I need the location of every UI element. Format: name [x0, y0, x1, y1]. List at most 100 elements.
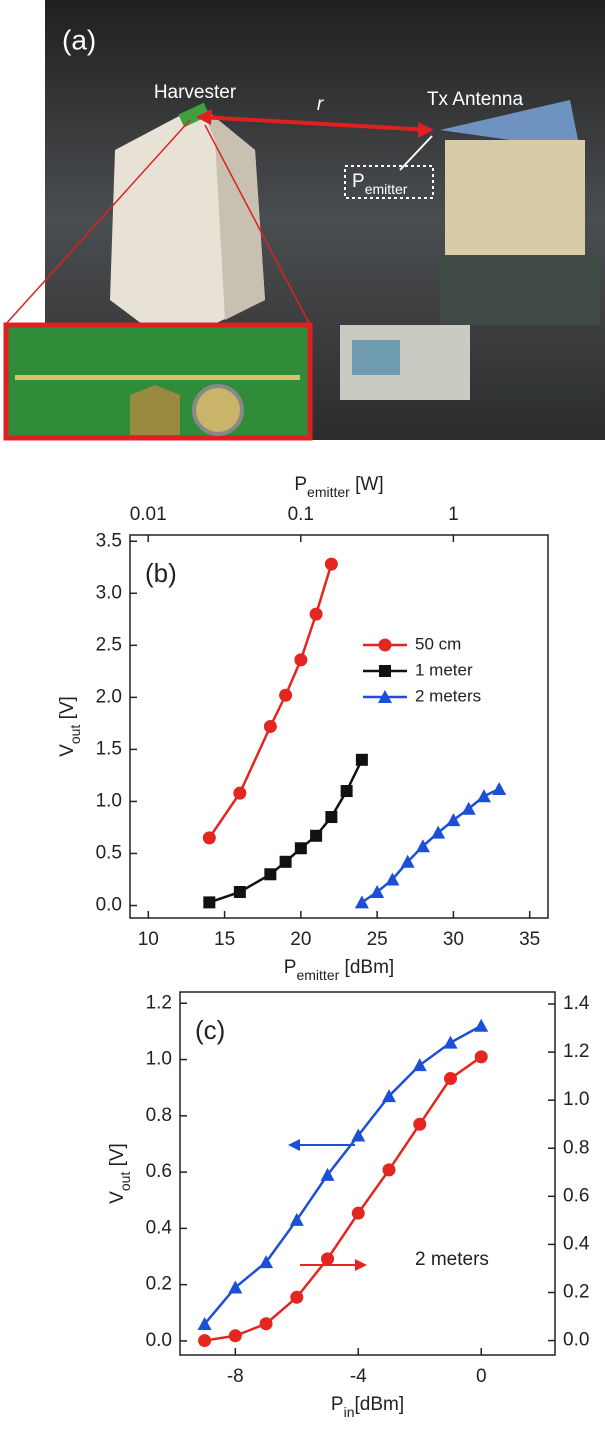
y2-tick-label: 1.2: [563, 1041, 589, 1062]
arrow-head: [196, 109, 212, 125]
axis-label: Vout [V]: [57, 696, 83, 757]
marker: [385, 872, 400, 886]
label-base: V: [57, 744, 78, 757]
emitter-box: [344, 165, 434, 199]
legend-marker: [379, 665, 391, 677]
marker: [474, 1050, 488, 1064]
y-tick-label: 0.6: [146, 1161, 172, 1182]
oscilloscope-screen: [352, 340, 400, 375]
photo-label: Harvester: [154, 82, 237, 103]
y-tick-label: 1.5: [96, 738, 122, 759]
marker: [228, 1280, 243, 1294]
marker: [340, 785, 353, 798]
marker: [413, 1117, 427, 1131]
marker: [382, 1163, 396, 1177]
x-tick-label: 25: [367, 929, 388, 950]
marker: [263, 720, 277, 733]
legend-label: 1 meter: [415, 660, 473, 679]
y-tick-label: 0.2: [146, 1274, 172, 1295]
label-sub: out: [67, 725, 83, 745]
y-tick-label: 0.4: [146, 1217, 173, 1238]
marker: [324, 557, 338, 571]
series-line: [203, 1024, 482, 1325]
marker: [290, 1290, 304, 1304]
legend-label: 2 meters: [415, 686, 481, 705]
marker: [294, 653, 308, 667]
x-tick-label: 35: [519, 929, 540, 950]
distance-arrow: [199, 115, 431, 132]
y-tick-label: 2.0: [96, 686, 122, 707]
marker: [370, 884, 385, 898]
marker: [412, 1058, 427, 1072]
x2-tick-label: 1: [448, 504, 459, 525]
marker: [400, 854, 415, 868]
y-tick-label: 0.0: [146, 1330, 172, 1351]
x-tick-label: 20: [290, 929, 311, 950]
tx-antenna: [440, 100, 580, 150]
axis-label: Pemitter [dBm]: [284, 957, 394, 983]
x-tick-label: 30: [443, 929, 464, 950]
label-unit: [W]: [350, 474, 384, 495]
legend-marker: [378, 690, 392, 703]
marker: [259, 1255, 274, 1269]
antenna-mount: [445, 140, 585, 270]
marker: [354, 895, 369, 909]
y2-tick-label: 1.4: [563, 993, 590, 1014]
label-unit: [dBm]: [339, 957, 394, 978]
zoom-line: [204, 124, 311, 326]
y-tick-label: 0.5: [96, 842, 122, 863]
marker: [279, 688, 293, 702]
marker: [279, 855, 292, 868]
y2-tick-label: 0.2: [563, 1282, 589, 1303]
zoom-line: [4, 119, 191, 326]
y2-tick-label: 0.8: [563, 1137, 589, 1158]
label-unit: [V]: [57, 696, 78, 725]
marker: [228, 1329, 242, 1343]
marker: [289, 1212, 304, 1226]
marker: [443, 1072, 457, 1086]
marker: [294, 842, 307, 855]
marker: [233, 885, 246, 898]
label-base: P: [294, 474, 307, 495]
marker: [197, 1317, 212, 1331]
panel-label: (c): [195, 1015, 225, 1045]
label-sub: in: [344, 1404, 355, 1420]
marker: [492, 781, 507, 795]
marker: [321, 1252, 335, 1266]
plot-frame: [179, 991, 556, 1356]
label-sub: emitter: [296, 967, 339, 983]
y2-tick-label: 1.0: [563, 1089, 589, 1110]
series-line: [208, 563, 333, 839]
label-base: P: [284, 957, 297, 978]
marker: [431, 825, 446, 839]
marker: [198, 1334, 212, 1348]
pointer-line: [399, 135, 433, 171]
y2-tick-label: 0.6: [563, 1185, 589, 1206]
y2-tick-label: 0.4: [563, 1233, 590, 1254]
harvester-stand-side: [200, 105, 265, 320]
y-tick-label: 2.5: [96, 634, 122, 655]
panel-label: (b): [145, 558, 177, 588]
series-line: [208, 759, 364, 904]
label-base: V: [107, 1191, 128, 1204]
x-tick-label: -8: [227, 1366, 244, 1387]
panel-label: (a): [62, 24, 96, 55]
marker: [446, 813, 461, 827]
marker: [461, 801, 476, 815]
marker: [382, 1089, 397, 1103]
marker: [309, 607, 323, 621]
x2-tick-label: 0.1: [288, 504, 314, 525]
axis-arrow-head: [288, 1139, 300, 1151]
plot-frame: [129, 534, 549, 919]
label-sub: emitter: [365, 181, 408, 197]
equipment-rack: [440, 255, 600, 325]
marker: [474, 1018, 489, 1032]
y-tick-label: 3.0: [96, 582, 122, 603]
annotation: 2 meters: [415, 1249, 489, 1270]
x2-tick-label: 0.01: [130, 504, 167, 525]
axis-label: Pin[dBm]: [331, 1394, 404, 1420]
marker: [320, 1167, 335, 1181]
axis-label: Vout [V]: [107, 1143, 133, 1204]
y-tick-label: 1.2: [146, 992, 172, 1013]
